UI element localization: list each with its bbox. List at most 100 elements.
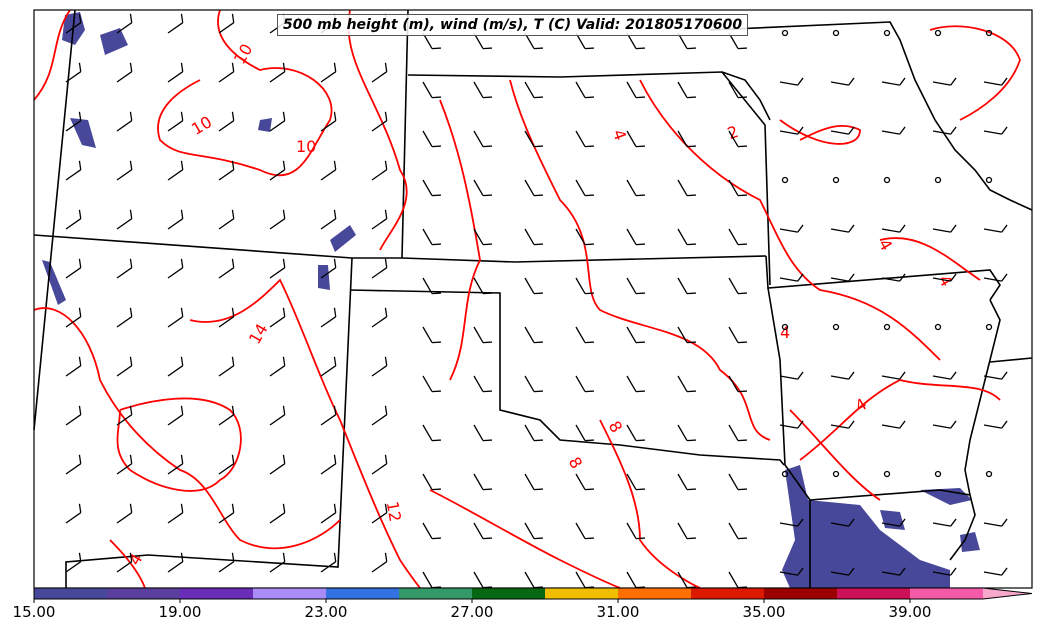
wind-barb xyxy=(626,130,645,148)
wind-barb xyxy=(371,503,388,524)
wind-barb xyxy=(371,258,388,279)
wind-barb xyxy=(320,307,337,328)
wind-barb xyxy=(473,375,492,393)
wind-barb xyxy=(218,307,235,328)
contour-label: 4 xyxy=(125,550,147,568)
wind-barb xyxy=(830,273,855,282)
wind-barb xyxy=(779,126,804,135)
wind-barb xyxy=(728,375,747,393)
colorbar-segment xyxy=(910,588,983,599)
wind-barb xyxy=(626,375,645,393)
calm-wind-marker xyxy=(934,323,942,331)
wind-barb xyxy=(116,307,133,328)
wind-barb xyxy=(677,179,696,197)
wind-barb xyxy=(65,307,82,328)
wind-barb xyxy=(779,420,804,429)
wind-barb xyxy=(830,567,855,576)
wind-barb xyxy=(779,224,804,233)
map-title: 500 mb height (m), wind (m/s), T (C) Val… xyxy=(277,14,749,36)
colorbar-segment xyxy=(837,588,910,599)
wind-barb xyxy=(626,228,645,246)
wind-barb xyxy=(320,111,337,132)
wind-barb xyxy=(830,126,855,135)
wind-barb xyxy=(116,62,133,83)
wind-barb xyxy=(320,405,337,426)
wind-barb xyxy=(371,552,388,573)
wind-barb xyxy=(524,473,543,491)
contour-label: 14 xyxy=(245,320,272,347)
calm-wind-marker xyxy=(781,29,789,37)
wind-barb xyxy=(65,13,82,34)
wind-barb xyxy=(218,552,235,573)
wind-barb xyxy=(728,130,747,148)
wind-barb xyxy=(116,160,133,181)
wind-barb xyxy=(983,518,1008,527)
wind-barb xyxy=(983,77,1008,86)
wind-barb xyxy=(116,503,133,524)
calm-wind-marker xyxy=(985,470,993,478)
calm-wind-marker xyxy=(985,176,993,184)
wind-barb xyxy=(677,228,696,246)
calm-wind-marker xyxy=(781,323,789,331)
wind-barb xyxy=(728,326,747,344)
wind-barb xyxy=(524,81,543,99)
contour-label: 4 xyxy=(609,127,630,143)
wind-barb xyxy=(524,130,543,148)
calm-wind-marker xyxy=(883,29,891,37)
wind-barb xyxy=(677,375,696,393)
wind-barb xyxy=(269,552,286,573)
wind-barb xyxy=(65,160,82,181)
wind-barb xyxy=(65,405,82,426)
wind-barb xyxy=(269,258,286,279)
wind-barb xyxy=(983,273,1008,282)
wind-barb xyxy=(830,420,855,429)
wind-barb xyxy=(932,518,957,527)
calm-wind-marker xyxy=(985,323,993,331)
colorbar-segment xyxy=(180,588,253,599)
wind-barb xyxy=(422,277,441,295)
calm-wind-marker xyxy=(934,29,942,37)
wind-barb xyxy=(728,277,747,295)
colorbar-tick-label: 35.00 xyxy=(742,603,786,621)
wind-barb xyxy=(524,522,543,540)
contour-label: 10 xyxy=(188,112,215,139)
wind-barb xyxy=(932,273,957,282)
wind-barb xyxy=(524,228,543,246)
wind-barb xyxy=(320,356,337,377)
calm-wind-marker xyxy=(934,176,942,184)
wind-barb xyxy=(371,111,388,132)
wind-barb xyxy=(269,307,286,328)
wind-barb xyxy=(65,258,82,279)
wind-barb xyxy=(881,224,906,233)
wind-barb xyxy=(983,224,1008,233)
wind-barb xyxy=(575,326,594,344)
wind-barb xyxy=(626,81,645,99)
calm-wind-marker xyxy=(781,176,789,184)
wind-barb xyxy=(269,356,286,377)
colorbar-tick-label: 31.00 xyxy=(596,603,640,621)
colorbar-segment xyxy=(34,588,107,599)
wind-barb xyxy=(116,209,133,230)
colorbar-tick-label: 19.00 xyxy=(158,603,202,621)
wind-barb xyxy=(116,258,133,279)
wind-barb xyxy=(575,522,594,540)
wind-barb xyxy=(779,518,804,527)
colorbar-segment xyxy=(545,588,618,599)
colorbar-segment xyxy=(618,588,691,599)
wind-barb xyxy=(65,454,82,475)
wind-barb xyxy=(881,371,906,380)
colorbar-segment xyxy=(253,588,326,599)
wind-barb xyxy=(65,209,82,230)
wind-barb xyxy=(524,179,543,197)
contour-label: 12 xyxy=(383,500,405,523)
wind-barb xyxy=(218,503,235,524)
calm-wind-marker xyxy=(934,470,942,478)
wind-barb xyxy=(575,375,594,393)
wind-barb xyxy=(116,13,133,34)
wind-barb xyxy=(881,420,906,429)
wind-barb xyxy=(65,111,82,132)
wind-barb xyxy=(932,371,957,380)
colorbar-segment xyxy=(326,588,399,599)
wind-barb xyxy=(218,160,235,181)
